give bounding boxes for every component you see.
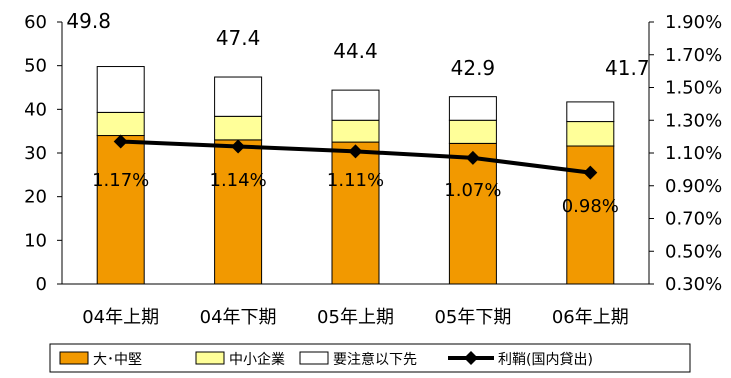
legend-box bbox=[49, 343, 691, 373]
rate-marker bbox=[348, 144, 363, 159]
legend-swatch bbox=[59, 351, 89, 365]
left-tick-label: 10 bbox=[24, 230, 47, 251]
rate-marker bbox=[231, 139, 246, 154]
x-tick-label: 04年下期 bbox=[200, 307, 277, 328]
bar-segment bbox=[96, 66, 145, 113]
rate-label: 0.98% bbox=[562, 196, 619, 217]
right-tick-label: 1.50% bbox=[665, 78, 722, 99]
bar-segment bbox=[331, 89, 380, 121]
left-tick-label: 50 bbox=[24, 56, 47, 77]
rate-marker bbox=[583, 165, 598, 180]
legend-swatch bbox=[195, 351, 225, 365]
x-tick-label: 06年上期 bbox=[552, 307, 629, 328]
x-tick-label: 04年上期 bbox=[82, 307, 159, 328]
bar-segment bbox=[448, 119, 497, 144]
bar-segment bbox=[96, 111, 145, 137]
total-label: 41.7 bbox=[605, 56, 650, 80]
legend-label: 中小企業 bbox=[229, 351, 285, 368]
rate-label: 1.17% bbox=[92, 170, 149, 191]
bar-segment bbox=[448, 96, 497, 121]
right-tick-label: 1.90% bbox=[665, 12, 722, 33]
left-tick-label: 0 bbox=[36, 274, 47, 295]
rate-marker bbox=[113, 134, 128, 149]
rate-label: 1.07% bbox=[444, 180, 501, 201]
right-tick-label: 0.30% bbox=[665, 274, 722, 295]
left-tick-label: 20 bbox=[24, 187, 47, 208]
x-tick-label: 05年上期 bbox=[317, 307, 394, 328]
right-tick-label: 0.90% bbox=[665, 176, 722, 197]
legend-label: 要注意以下先 bbox=[333, 351, 417, 368]
bar-segment bbox=[566, 121, 615, 147]
rate-label: 1.14% bbox=[210, 170, 267, 191]
total-label: 49.8 bbox=[66, 9, 111, 33]
left-tick-label: 30 bbox=[24, 143, 47, 164]
right-tick-label: 1.10% bbox=[665, 143, 722, 164]
right-tick-label: 0.70% bbox=[665, 209, 722, 230]
legend-marker bbox=[464, 351, 478, 365]
bar-segment bbox=[331, 119, 380, 143]
rate-label: 1.11% bbox=[327, 170, 384, 191]
bar-segment bbox=[214, 115, 263, 141]
bar-segment bbox=[214, 76, 263, 117]
total-label: 44.4 bbox=[333, 39, 378, 63]
x-tick-label: 05年下期 bbox=[434, 307, 511, 328]
left-tick-label: 60 bbox=[24, 12, 47, 33]
bar-segment bbox=[331, 141, 380, 285]
rate-marker bbox=[465, 150, 480, 165]
bar-segment bbox=[96, 135, 145, 285]
total-label: 42.9 bbox=[451, 56, 496, 80]
legend-label: 利鞘(国内貸出) bbox=[498, 352, 593, 368]
bar-segment bbox=[214, 139, 263, 285]
right-tick-label: 1.30% bbox=[665, 110, 722, 131]
right-tick-label: 0.50% bbox=[665, 241, 722, 262]
legend-label: 大･中堅 bbox=[93, 352, 142, 368]
right-tick-label: 1.70% bbox=[665, 45, 722, 66]
total-label: 47.4 bbox=[216, 26, 261, 50]
left-tick-label: 40 bbox=[24, 99, 47, 120]
bar-segment bbox=[566, 101, 615, 123]
legend-swatch bbox=[299, 351, 329, 365]
